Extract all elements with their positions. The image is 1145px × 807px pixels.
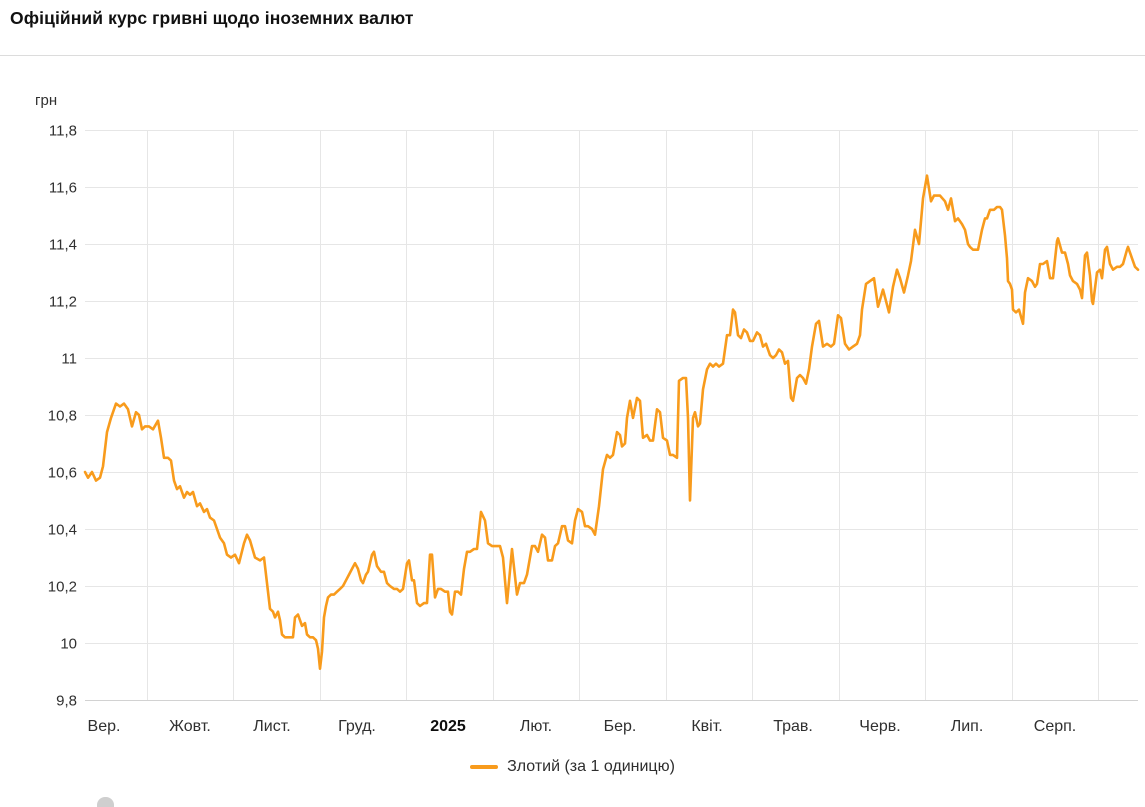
y-tick-label: 10,4 — [47, 521, 77, 538]
x-tick-label-Вер: Вер. — [87, 718, 121, 735]
legend-item-zloty[interactable]: Злотий (за 1 одиницю) — [0, 758, 1145, 776]
x-tick-label-Груд: Груд. — [338, 718, 376, 735]
y-tick-label: 11 — [61, 350, 77, 367]
y-axis-unit-label: грн — [35, 92, 58, 109]
legend-line-swatch — [470, 765, 499, 769]
page-title: Офіційний курс гривні щодо іноземних вал… — [10, 8, 414, 28]
x-tick-label-Жовт: Жовт. — [169, 718, 211, 735]
x-tick-label-2025: 2025 — [430, 718, 466, 735]
x-tick-label-Квіт: Квіт. — [691, 718, 723, 735]
y-tick-label: 10,2 — [47, 578, 77, 595]
partial-widget[interactable] — [97, 797, 114, 807]
y-tick-label: 11,4 — [48, 236, 77, 253]
zloty-rate-line[interactable] — [83, 174, 1140, 670]
y-tick-label: 10,8 — [47, 407, 77, 424]
y-tick-label: 11,2 — [48, 293, 77, 310]
x-tick-label-Серп: Серп. — [1033, 718, 1077, 735]
y-tick-label: 11,8 — [48, 122, 77, 139]
y-tick-label: 10 — [60, 635, 77, 652]
y-tick-label: 9,8 — [56, 692, 77, 709]
x-tick-label-Лип: Лип. — [950, 718, 984, 735]
y-tick-label: 10,6 — [47, 464, 77, 481]
legend-label: Злотий (за 1 одиницю) — [507, 758, 675, 775]
x-tick-label-Лют: Лют. — [519, 718, 553, 735]
x-tick-label-Трав: Трав. — [773, 718, 813, 735]
x-tick-label-Лист: Лист. — [253, 718, 291, 735]
title-divider — [0, 55, 1145, 56]
x-tick-label-Черв: Черв. — [859, 718, 901, 735]
y-tick-label: 11,6 — [48, 179, 77, 196]
x-tick-label-Бер: Бер. — [603, 718, 637, 735]
